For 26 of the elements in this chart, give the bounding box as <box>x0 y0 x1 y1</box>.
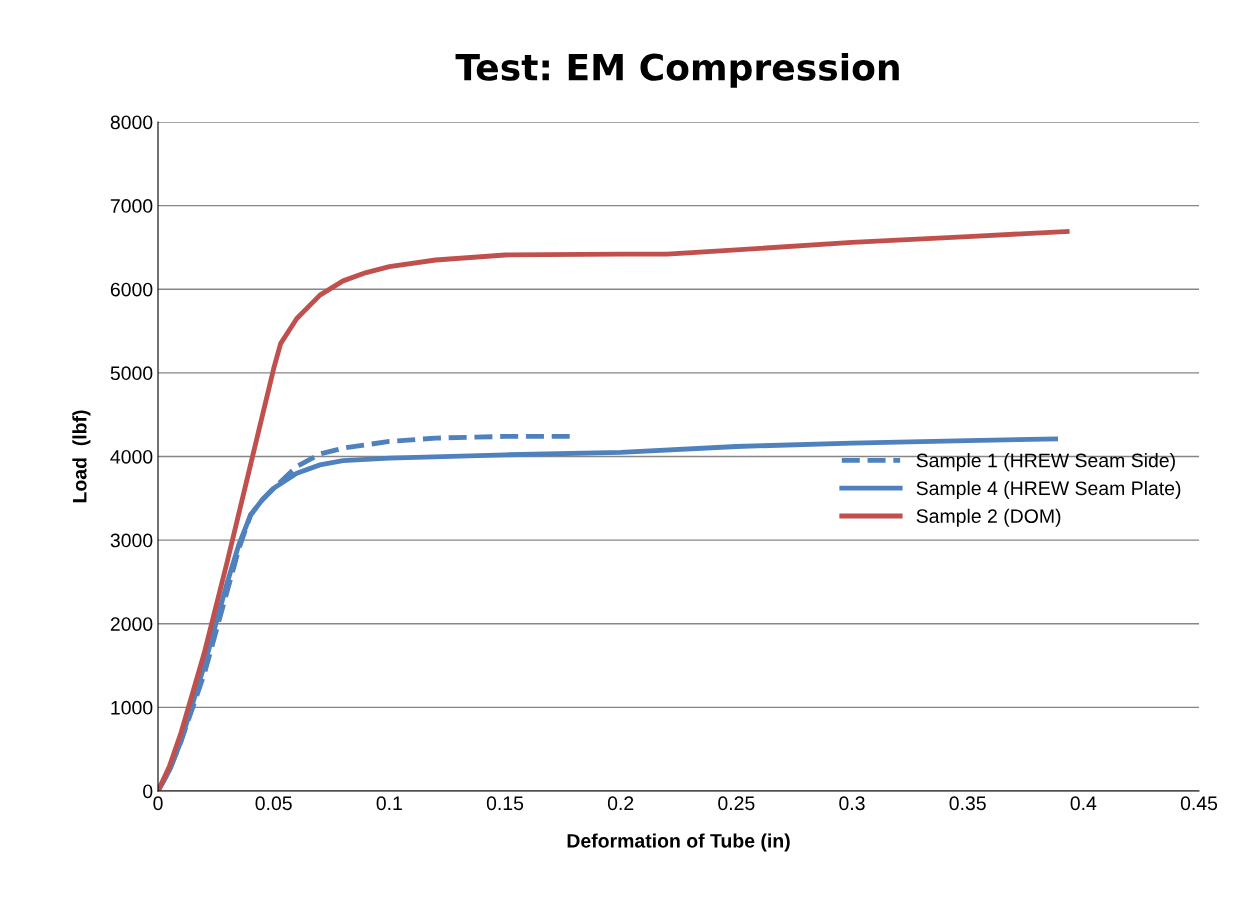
y-tick-label: 8000 <box>110 115 153 130</box>
y-tick-label: 6000 <box>110 282 153 297</box>
x-tick-label: 0.15 <box>486 796 524 811</box>
x-tick-label: 0.35 <box>949 796 986 811</box>
y-tick-label: 4000 <box>110 449 153 464</box>
y-tick-label: 7000 <box>110 199 153 213</box>
x-tick-label: 0.45 <box>1180 796 1218 811</box>
y-tick-label: 0 <box>143 784 153 799</box>
y-tick-label: 2000 <box>110 617 153 631</box>
x-tick-label: 0.1 <box>376 796 402 811</box>
legend-label: Sample 1 (HREW Seam Side) <box>916 453 1175 472</box>
legend-label: Sample 2 (DOM) <box>916 508 1061 527</box>
x-tick-label: 0.25 <box>718 796 755 811</box>
x-tick-label: 0.2 <box>607 796 634 811</box>
x-axis-title: Deformation of Tube (in) <box>567 833 790 852</box>
x-tick-label: 0.3 <box>839 796 865 811</box>
y-tick-label: 3000 <box>110 533 153 548</box>
x-tick-label: 0.05 <box>255 796 292 811</box>
y-axis-title: Load (lbf) <box>72 410 91 503</box>
x-tick-label: 0.4 <box>1070 796 1097 811</box>
legend-label: Sample 4 (HREW Seam Plate) <box>916 480 1181 500</box>
y-tick-label: 1000 <box>111 700 153 715</box>
line-series <box>158 229 1070 791</box>
y-tick-label: 5000 <box>110 366 153 381</box>
x-tick-label: 0 <box>153 796 163 811</box>
chart-title: Test: EM Compression <box>455 52 899 88</box>
